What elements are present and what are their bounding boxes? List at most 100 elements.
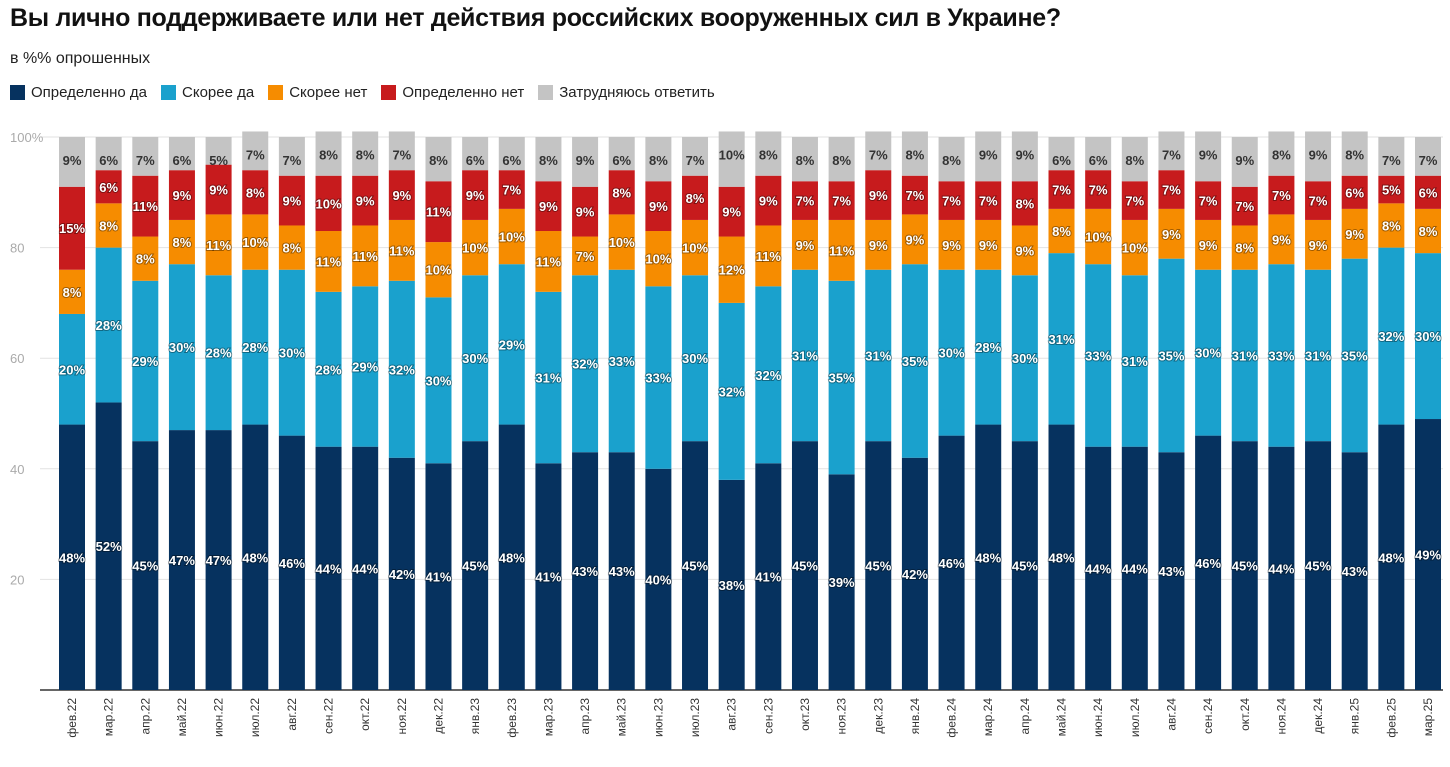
bar-segment: [975, 424, 1002, 690]
x-tick-label: авг.23: [725, 698, 739, 731]
bar-segment: [1268, 214, 1295, 265]
data-label: 48%: [242, 550, 268, 565]
y-tick-label: 20: [10, 572, 24, 587]
bar-segment: [535, 137, 562, 182]
data-label: 8%: [1345, 147, 1364, 162]
data-label: 8%: [136, 252, 155, 267]
bar-segment: [865, 219, 892, 270]
bar-segment: [278, 435, 305, 690]
x-tick-label: дек.22: [431, 698, 445, 734]
data-label: 9%: [576, 205, 595, 220]
bar-segment: [718, 131, 745, 187]
data-label: 7%: [392, 147, 411, 162]
legend-label: Скорее да: [182, 84, 255, 101]
x-tick-label: ноя.24: [1274, 698, 1288, 735]
x-tick-label: окт.23: [798, 698, 812, 731]
data-label: 7%: [1162, 183, 1181, 198]
bar-segment: [1085, 137, 1112, 171]
bar-segment: [205, 137, 232, 165]
bar-segment: [1195, 435, 1222, 690]
bar-segment: [572, 137, 599, 187]
data-label: 7%: [832, 194, 851, 209]
data-label: 9%: [282, 194, 301, 209]
data-label: 7%: [1199, 194, 1218, 209]
bar-segment: [425, 242, 452, 298]
bar-segment: [645, 137, 672, 182]
bar-segment: [1048, 253, 1075, 425]
x-tick-label: май.23: [615, 698, 629, 737]
data-label: 28%: [975, 340, 1001, 355]
data-label: 10%: [242, 235, 268, 250]
data-label: 31%: [1232, 348, 1258, 363]
bar-segment: [1195, 131, 1222, 182]
bar-segment: [608, 269, 635, 453]
bar-segment: [865, 170, 892, 220]
data-label: 12%: [719, 263, 745, 278]
data-label: 7%: [1162, 147, 1181, 162]
bar-segment: [278, 225, 305, 270]
data-label: 44%: [1268, 561, 1294, 576]
bar-segment: [278, 175, 305, 226]
data-label: 35%: [1342, 348, 1368, 363]
bar-segment: [1121, 219, 1148, 276]
bar-segment: [168, 170, 195, 220]
data-label: 8%: [1419, 224, 1438, 239]
bar-segment: [645, 231, 672, 287]
bar-segment: [682, 219, 709, 276]
data-label: 7%: [1089, 183, 1108, 198]
bar-segment: [498, 424, 525, 690]
bar-segment: [59, 269, 85, 314]
bar-segment: [352, 286, 379, 447]
data-label: 6%: [466, 153, 485, 168]
data-label: 48%: [1378, 550, 1404, 565]
data-label: 7%: [686, 153, 705, 168]
data-label: 7%: [869, 147, 888, 162]
legend-swatch: [381, 85, 397, 100]
data-label: 15%: [59, 221, 85, 236]
bar-segment: [1305, 131, 1332, 182]
bar-segment: [498, 137, 525, 171]
bar-segment: [1158, 452, 1185, 690]
data-label: 6%: [502, 153, 521, 168]
bar-segment: [1341, 452, 1368, 690]
x-tick-label: фев.25: [1384, 698, 1398, 738]
data-label: 30%: [1195, 346, 1221, 361]
bar-segment: [352, 131, 379, 176]
data-label: 30%: [425, 373, 451, 388]
data-label: 8%: [282, 241, 301, 256]
bar-segment: [242, 170, 269, 215]
data-label: 9%: [173, 188, 192, 203]
data-label: 11%: [389, 243, 415, 258]
data-label: 52%: [96, 539, 122, 554]
bar-segment: [718, 186, 745, 237]
x-tick-label: окт.24: [1238, 698, 1252, 731]
chart-subtitle: в %% опрошенных: [10, 50, 151, 67]
data-label: 45%: [792, 559, 818, 574]
data-label: 35%: [902, 354, 928, 369]
bar-segment: [901, 131, 928, 176]
data-label: 9%: [1235, 153, 1254, 168]
data-label: 6%: [173, 153, 192, 168]
bar-segment: [1231, 269, 1258, 442]
bar-segment: [315, 446, 342, 690]
data-label: 11%: [536, 254, 562, 269]
bar-segment: [352, 225, 379, 287]
data-label: 33%: [1268, 348, 1294, 363]
data-label: 7%: [979, 194, 998, 209]
bar-segment: [205, 275, 232, 431]
data-label: 11%: [426, 205, 452, 220]
bar-segment: [535, 463, 562, 690]
data-label: 43%: [1342, 564, 1368, 579]
bar-segment: [1195, 181, 1222, 220]
bar-segment: [1121, 446, 1148, 690]
data-label: 35%: [1158, 348, 1184, 363]
x-tick-label: янв.23: [468, 698, 482, 735]
bar-segment: [388, 131, 415, 171]
bar-segment: [1305, 269, 1332, 442]
x-tick-label: мар.23: [541, 698, 555, 737]
bar-segment: [975, 219, 1002, 270]
bar-segment: [242, 269, 269, 425]
bar-segment: [1305, 181, 1332, 220]
data-label: 30%: [1415, 329, 1441, 344]
bar-segment: [682, 275, 709, 442]
